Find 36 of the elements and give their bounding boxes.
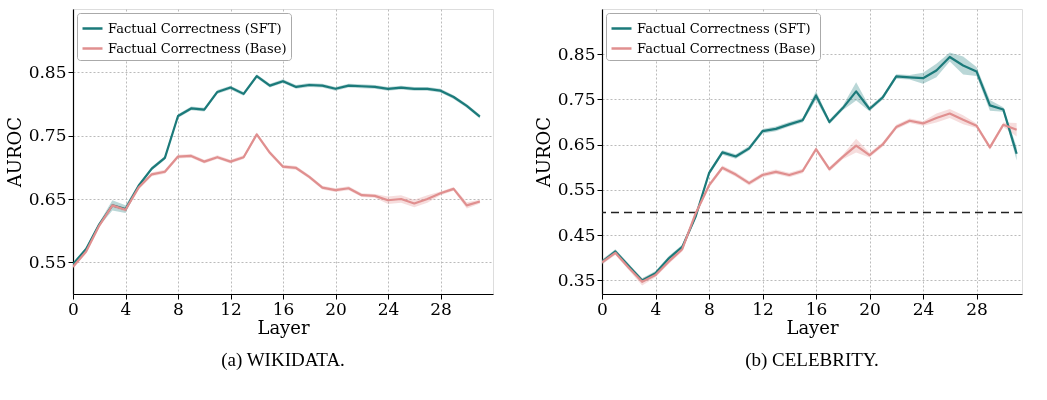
x-tick-label: 4 xyxy=(120,298,132,319)
x-tick-label: 0 xyxy=(68,298,79,319)
y-tick-label: 0.45 xyxy=(557,224,596,245)
y-tick-label: 0.65 xyxy=(557,134,596,155)
legend-label: Factual Correctness (Base) xyxy=(108,40,287,56)
legend-label: Factual Correctness (SFT) xyxy=(637,20,811,36)
x-tick-label: 8 xyxy=(173,298,184,319)
y-axis-title: AUROC xyxy=(532,116,554,189)
x-tick-label: 0 xyxy=(597,298,608,319)
x-tick-label: 12 xyxy=(752,298,774,319)
y-tick-label: 0.55 xyxy=(28,251,67,272)
x-tick-label: 16 xyxy=(272,298,295,319)
text: (b) CELEBRITY. xyxy=(745,349,879,371)
text: (a) WIKIDATA. xyxy=(221,349,345,371)
y-tick-label: 0.75 xyxy=(557,88,596,109)
y-tick-label: 0.85 xyxy=(28,61,67,82)
y-tick-label: 0.85 xyxy=(557,43,596,64)
y-tick-label: 0.75 xyxy=(28,125,67,146)
x-tick-label: 8 xyxy=(704,298,715,319)
x-axis-title: Layer xyxy=(786,316,839,338)
y-axis-title: AUROC xyxy=(3,116,25,189)
y-tick-label: 0.35 xyxy=(557,269,596,290)
x-tick-label: 12 xyxy=(220,298,242,319)
x-tick-label: 4 xyxy=(650,298,662,319)
x-tick-label: 16 xyxy=(805,298,828,319)
x-tick-label: 20 xyxy=(325,298,347,319)
x-tick-label: 24 xyxy=(912,298,935,319)
x-tick-label: 24 xyxy=(377,298,400,319)
y-tick-label: 0.65 xyxy=(28,188,67,209)
legend-label: Factual Correctness (SFT) xyxy=(108,20,282,36)
y-tick-label: 0.55 xyxy=(557,179,596,200)
x-tick-label: 28 xyxy=(966,298,988,319)
x-tick-label: 28 xyxy=(430,298,452,319)
legend-label: Factual Correctness (Base) xyxy=(637,40,816,56)
x-axis-title: Layer xyxy=(257,316,310,338)
x-tick-label: 20 xyxy=(859,298,881,319)
